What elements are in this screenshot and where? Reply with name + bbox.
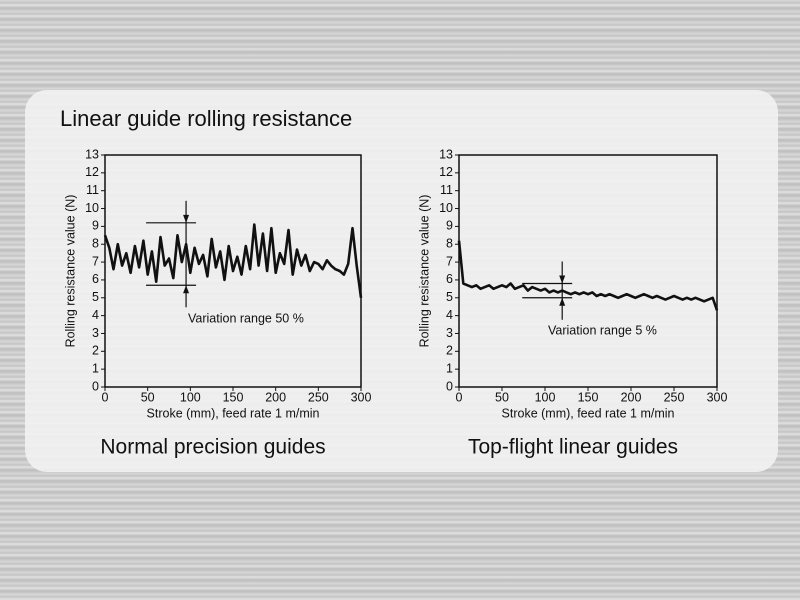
y-tick-label: 0 bbox=[92, 379, 99, 393]
y-tick-label: 6 bbox=[446, 272, 453, 286]
y-tick-label: 5 bbox=[446, 290, 453, 304]
y-tick-label: 13 bbox=[85, 147, 99, 161]
y-tick-label: 2 bbox=[446, 344, 453, 358]
x-tick-label: 0 bbox=[102, 390, 109, 404]
y-tick-label: 1 bbox=[92, 361, 99, 375]
y-tick-label: 11 bbox=[86, 183, 99, 197]
annotation: Variation range 50 % bbox=[188, 311, 304, 325]
y-tick-label: 5 bbox=[92, 290, 99, 304]
panel bbox=[25, 90, 778, 472]
x-axis-label: Stroke (mm), feed rate 1 m/min bbox=[147, 406, 320, 420]
y-tick-label: 4 bbox=[92, 308, 99, 322]
x-tick-label: 100 bbox=[180, 390, 201, 404]
y-tick-label: 3 bbox=[92, 326, 99, 340]
y-tick-label: 10 bbox=[439, 201, 453, 215]
figure-title: Linear guide rolling resistance bbox=[60, 106, 352, 131]
x-tick-label: 250 bbox=[308, 390, 329, 404]
y-tick-label: 0 bbox=[446, 379, 453, 393]
x-tick-label: 50 bbox=[141, 390, 155, 404]
x-tick-label: 250 bbox=[664, 390, 685, 404]
data-line bbox=[457, 240, 719, 311]
band-arrow bbox=[183, 214, 190, 223]
y-tick-label: 2 bbox=[92, 344, 99, 358]
x-tick-label: 300 bbox=[351, 390, 372, 404]
chart-caption: Top-flight linear guides bbox=[468, 436, 678, 459]
y-tick-label: 9 bbox=[92, 219, 99, 233]
x-tick-label: 50 bbox=[495, 390, 509, 404]
band-arrow bbox=[559, 275, 566, 284]
y-tick-label: 11 bbox=[440, 183, 453, 197]
x-axis-label: Stroke (mm), feed rate 1 m/min bbox=[502, 406, 675, 420]
y-tick-label: 12 bbox=[85, 165, 99, 179]
y-tick-label: 6 bbox=[92, 272, 99, 286]
band-arrow bbox=[559, 297, 566, 306]
x-tick-label: 100 bbox=[535, 390, 556, 404]
x-tick-label: 0 bbox=[456, 390, 463, 404]
x-tick-label: 200 bbox=[265, 390, 286, 404]
x-tick-label: 200 bbox=[621, 390, 642, 404]
y-tick-label: 3 bbox=[446, 326, 453, 340]
y-axis-label: Rolling resistance value (N) bbox=[417, 195, 431, 348]
x-tick-label: 150 bbox=[223, 390, 244, 404]
y-axis-label: Rolling resistance value (N) bbox=[63, 195, 77, 348]
y-tick-label: 10 bbox=[85, 201, 99, 215]
y-tick-label: 7 bbox=[92, 254, 99, 268]
x-tick-label: 150 bbox=[578, 390, 599, 404]
y-tick-label: 1 bbox=[446, 361, 453, 375]
chart-caption: Normal precision guides bbox=[100, 436, 325, 459]
x-tick-label: 300 bbox=[707, 390, 728, 404]
y-tick-label: 7 bbox=[446, 254, 453, 268]
y-tick-label: 9 bbox=[446, 219, 453, 233]
y-tick-label: 4 bbox=[446, 308, 453, 322]
y-tick-label: 8 bbox=[446, 237, 453, 251]
y-tick-label: 13 bbox=[439, 147, 453, 161]
y-tick-label: 12 bbox=[439, 165, 453, 179]
annotation: Variation range 5 % bbox=[548, 323, 657, 337]
y-tick-label: 8 bbox=[92, 237, 99, 251]
data-line bbox=[103, 223, 363, 298]
band-arrow bbox=[183, 285, 190, 294]
